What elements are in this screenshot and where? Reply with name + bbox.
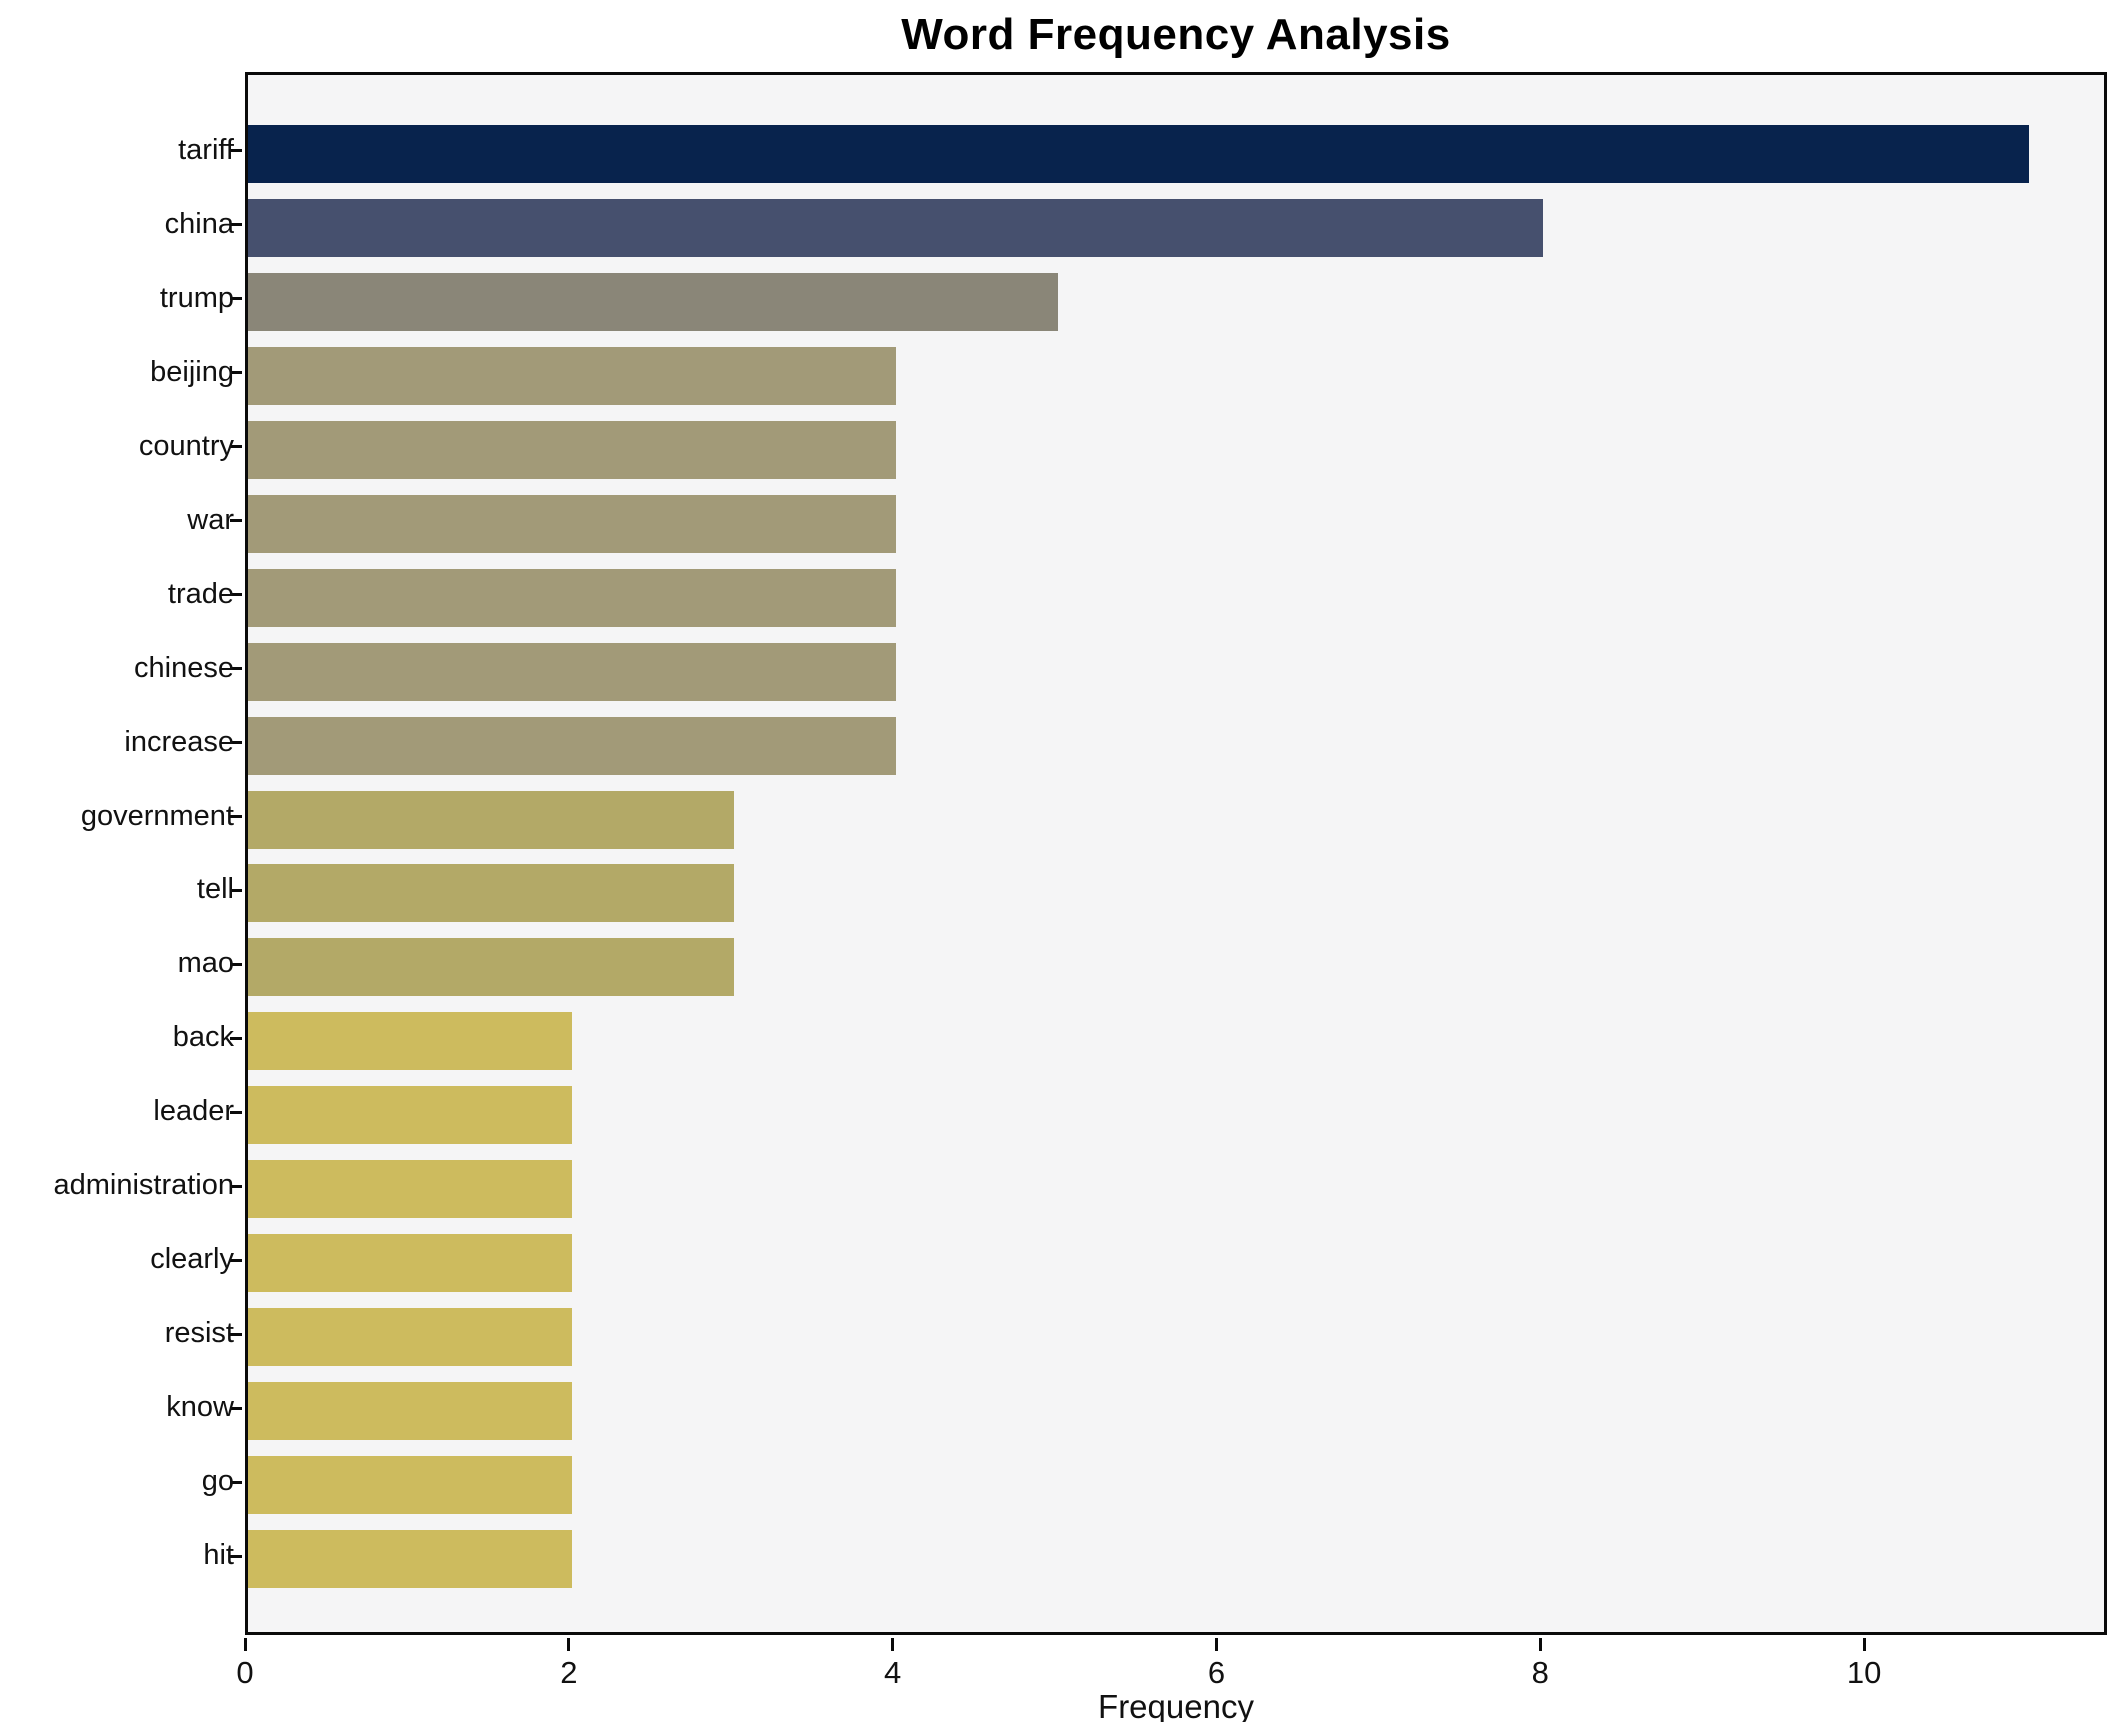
x-tick-8 (1538, 1638, 1542, 1651)
bar-know (248, 1382, 572, 1441)
x-tick-label-2: 2 (560, 1655, 578, 1690)
bar-beijing (248, 346, 896, 405)
bar-country (248, 420, 896, 479)
y-tick-administration (230, 1184, 242, 1188)
bar-mao (248, 938, 734, 997)
y-label-hit: hit (203, 1539, 234, 1572)
bar-administration (248, 1160, 572, 1219)
bar-clearly (248, 1234, 572, 1293)
x-tick-4 (891, 1638, 895, 1651)
y-tick-beijing (230, 371, 242, 375)
x-tick-label-6: 6 (1207, 1655, 1226, 1690)
y-label-clearly: clearly (150, 1243, 234, 1276)
y-tick-tariff (230, 149, 242, 153)
bar-tell (248, 864, 734, 923)
y-label-china: china (164, 207, 234, 240)
x-tick-label-8: 8 (1531, 1655, 1549, 1690)
y-tick-increase (230, 741, 242, 745)
x-tick-label-10: 10 (1846, 1655, 1882, 1690)
y-label-leader: leader (153, 1095, 234, 1128)
y-tick-trade (230, 593, 242, 597)
y-label-tell: tell (196, 873, 234, 906)
x-tick-label-0: 0 (236, 1655, 254, 1690)
y-tick-tell (230, 888, 242, 892)
y-tick-resist (230, 1332, 242, 1336)
y-tick-country (230, 445, 242, 449)
y-label-back: back (172, 1021, 234, 1054)
bar-increase (248, 716, 896, 775)
y-label-beijing: beijing (150, 355, 234, 388)
y-label-know: know (166, 1391, 234, 1424)
x-tick-0 (243, 1638, 247, 1651)
x-tick-label-4: 4 (884, 1655, 902, 1690)
y-tick-chinese (230, 667, 242, 671)
y-label-resist: resist (164, 1317, 234, 1350)
y-label-country: country (138, 429, 234, 462)
y-tick-clearly (230, 1258, 242, 1262)
bar-go (248, 1456, 572, 1515)
bar-tariff (248, 124, 2030, 183)
y-tick-government (230, 815, 242, 819)
y-label-war: war (187, 503, 234, 536)
x-tick-10 (1862, 1638, 1866, 1651)
y-label-administration: administration (53, 1169, 234, 1202)
bar-government (248, 790, 734, 849)
y-label-government: government (80, 799, 234, 832)
y-label-mao: mao (177, 947, 234, 980)
y-tick-trump (230, 297, 242, 301)
y-tick-know (230, 1406, 242, 1410)
bar-resist (248, 1308, 572, 1367)
x-tick-6 (1214, 1638, 1218, 1651)
y-tick-mao (230, 962, 242, 966)
y-tick-leader (230, 1110, 242, 1114)
y-tick-hit (230, 1554, 242, 1558)
y-tick-china (230, 223, 242, 227)
bar-leader (248, 1086, 572, 1145)
bar-back (248, 1012, 572, 1071)
chart-title: Word Frequency Analysis (901, 10, 1451, 59)
bar-china (248, 198, 1544, 257)
x-tick-2 (567, 1638, 571, 1651)
plot-area (245, 72, 2107, 1635)
bar-chinese (248, 642, 896, 701)
y-label-tariff: tariff (178, 133, 234, 166)
bar-trade (248, 568, 896, 627)
bar-hit (248, 1530, 572, 1589)
x-axis-title: Frequency (1098, 1688, 1254, 1722)
bar-war (248, 494, 896, 553)
y-label-trade: trade (167, 577, 234, 610)
bar-trump (248, 272, 1058, 331)
y-tick-go (230, 1480, 242, 1484)
y-label-chinese: chinese (134, 651, 234, 684)
y-tick-war (230, 519, 242, 523)
y-label-go: go (201, 1465, 234, 1498)
y-label-increase: increase (124, 725, 234, 758)
y-tick-back (230, 1036, 242, 1040)
y-label-trump: trump (159, 281, 234, 314)
